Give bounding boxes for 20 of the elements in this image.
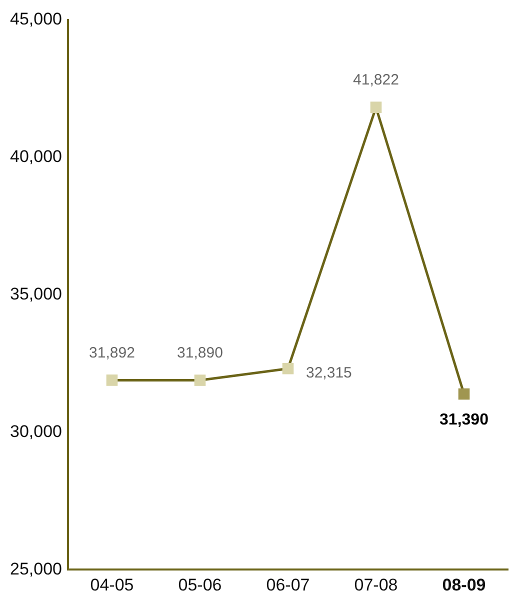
x-tick-label: 08-09 bbox=[442, 575, 486, 594]
point bbox=[282, 362, 294, 374]
data-label: 31,892 bbox=[89, 344, 135, 362]
point bbox=[194, 374, 206, 386]
data-label: 41,822 bbox=[353, 71, 399, 88]
y-tick-label: 30,000 bbox=[10, 422, 62, 441]
data-label: 32,315 bbox=[306, 364, 352, 382]
y-tick-label: 35,000 bbox=[10, 284, 62, 304]
point bbox=[370, 102, 382, 113]
data-label: 31,390 bbox=[440, 411, 489, 428]
x-tick-label: 04-05 bbox=[90, 575, 134, 594]
data-label: 31,890 bbox=[177, 344, 223, 362]
point bbox=[458, 388, 470, 400]
x-tick-label: 07-08 bbox=[354, 575, 398, 594]
y-tick-label: 40,000 bbox=[10, 147, 62, 166]
y-tick-label: 25,000 bbox=[10, 559, 62, 578]
point bbox=[106, 374, 118, 386]
x-tick-label: 06-07 bbox=[266, 575, 310, 594]
x-tick-label: 05-06 bbox=[178, 575, 222, 594]
y-tick-label: 45,000 bbox=[10, 10, 62, 29]
